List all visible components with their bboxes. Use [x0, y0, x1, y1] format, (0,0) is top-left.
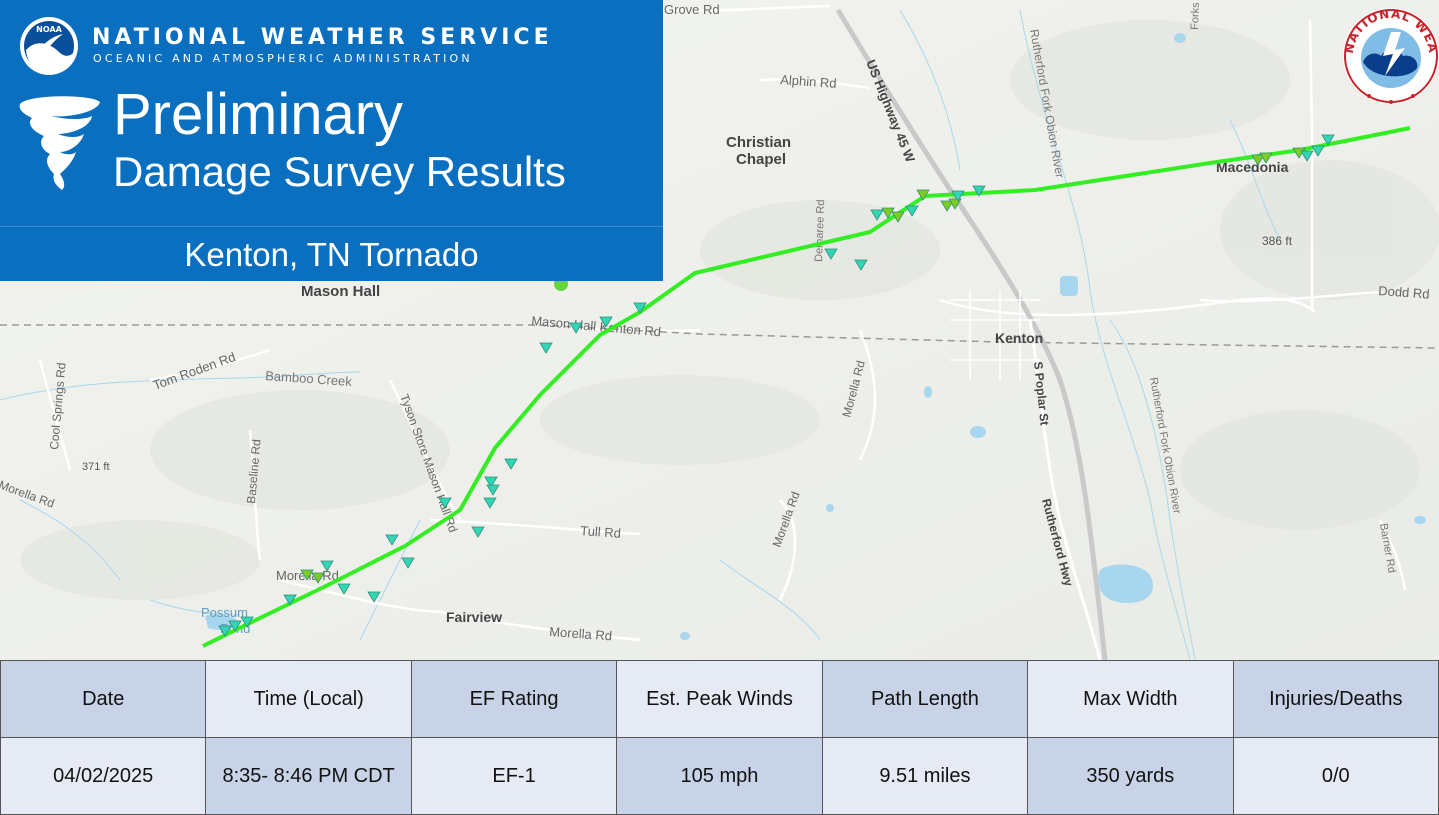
map-label: Tull Rd	[580, 523, 622, 541]
header-time: Time (Local)	[205, 660, 412, 738]
damage-marker-icon[interactable]	[539, 342, 553, 354]
damage-marker-icon[interactable]	[283, 594, 297, 606]
nws-seal-icon: NATIONAL WEATHER SERVICE	[1339, 0, 1439, 104]
value-peak-winds: 105 mph	[616, 737, 823, 815]
event-title: Kenton, TN Tornado	[184, 236, 479, 273]
value-ef-rating: EF-1	[410, 737, 618, 815]
damage-marker-icon[interactable]	[905, 205, 919, 217]
streams	[0, 9, 1281, 660]
survey-summary-table: Date Time (Local) EF Rating Est. Peak Wi…	[0, 660, 1439, 815]
map-label: Possum	[201, 605, 248, 620]
map-label: Kenton	[995, 330, 1043, 346]
value-path-length: 9.51 miles	[821, 737, 1029, 815]
damage-marker-icon[interactable]	[486, 484, 500, 496]
map-label: S Poplar St	[1031, 361, 1052, 426]
damage-marker-icon[interactable]	[483, 497, 497, 509]
map-label: Morella Rd	[549, 624, 613, 643]
damage-marker-icon[interactable]	[484, 476, 498, 488]
header-date: Date	[0, 660, 207, 738]
damage-marker-icon[interactable]	[1259, 152, 1273, 164]
map-label: Christian	[726, 134, 791, 151]
damage-marker-icon[interactable]	[1300, 150, 1314, 162]
damage-marker-icon[interactable]	[401, 557, 415, 569]
kenton-town-blocks	[950, 290, 1040, 380]
value-date: 04/02/2025	[0, 737, 207, 815]
damage-marker-icon[interactable]	[438, 497, 452, 509]
damage-marker-icon[interactable]	[824, 248, 838, 260]
damage-marker-icon[interactable]	[311, 572, 325, 584]
damage-marker-icon[interactable]	[367, 591, 381, 603]
damage-marker-icon[interactable]	[385, 534, 399, 546]
county-boundary	[0, 324, 1439, 349]
damage-marker-icon[interactable]	[1321, 134, 1335, 146]
header-max-width: Max Width	[1027, 660, 1234, 738]
map-label: Alphin Rd	[780, 72, 837, 91]
map-label: Macedonia	[1216, 159, 1289, 175]
damage-marker-icon[interactable]	[881, 207, 895, 219]
damage-marker-icon[interactable]	[940, 200, 954, 212]
event-banner: Kenton, TN Tornado	[0, 226, 663, 281]
damage-marker-icon[interactable]	[504, 458, 518, 470]
header-panel: NOAA NATIONAL WEATHER SERVICE OCEANIC AN…	[0, 0, 663, 226]
title-line-2: Damage Survey Results	[113, 148, 566, 195]
tornado-icon	[19, 96, 101, 190]
map-label: Mason Hall	[301, 283, 380, 300]
noaa-logo-icon: NOAA	[20, 17, 78, 75]
map-label: Chapel	[736, 151, 786, 168]
map-label: 371 ft	[82, 461, 110, 473]
noaa-logo-text: NOAA	[36, 25, 62, 34]
damage-marker-icon[interactable]	[569, 322, 583, 334]
agency-name: NATIONAL WEATHER SERVICE	[92, 25, 553, 50]
damage-marker-icon[interactable]	[300, 569, 314, 581]
damage-marker-icon[interactable]	[240, 616, 254, 628]
map-label: 386 ft	[1262, 234, 1293, 248]
damage-marker-icon[interactable]	[951, 190, 965, 202]
highway-45w	[835, 8, 1108, 660]
damage-marker-icon[interactable]	[337, 583, 351, 595]
map-label: Fairview	[446, 609, 502, 625]
header-ef-rating: EF Rating	[410, 660, 618, 738]
damage-marker-icon[interactable]	[870, 209, 884, 221]
damage-marker-icon[interactable]	[1251, 154, 1265, 166]
header-peak-winds: Est. Peak Winds	[616, 660, 823, 738]
map-label: Bamboo Creek	[265, 368, 353, 389]
summary-header-row: Date Time (Local) EF Rating Est. Peak Wi…	[0, 660, 1439, 738]
damage-marker-icon[interactable]	[916, 189, 930, 201]
value-time: 8:35- 8:46 PM CDT	[205, 737, 412, 815]
damage-marker-icon[interactable]	[1311, 145, 1325, 157]
header-path-length: Path Length	[821, 660, 1029, 738]
agency-subtitle: OCEANIC AND ATMOSPHERIC ADMINISTRATION	[93, 52, 473, 65]
map-label: Baseline Rd	[244, 439, 264, 505]
value-injuries-deaths: 0/0	[1232, 737, 1439, 815]
damage-marker-icon[interactable]	[972, 185, 986, 197]
damage-marker-icon[interactable]	[320, 560, 334, 572]
map-label: Forks River Rd	[1189, 0, 1204, 30]
header-injuries-deaths: Injuries/Deaths	[1232, 660, 1439, 738]
terrain-shading	[20, 20, 1439, 600]
map-label: Grove Rd	[664, 2, 720, 17]
value-max-width: 350 yards	[1027, 737, 1234, 815]
map-label: Dodd Rd	[1378, 283, 1430, 302]
tornado-track	[202, 126, 1411, 648]
summary-value-row: 04/02/2025 8:35- 8:46 PM CDT EF-1 105 mp…	[0, 737, 1439, 815]
damage-marker-icon[interactable]	[599, 316, 613, 328]
damage-marker-icon[interactable]	[218, 625, 232, 637]
damage-marker-icon[interactable]	[633, 302, 647, 314]
map-label: Demaree Rd	[813, 199, 827, 262]
damage-marker-icon[interactable]	[891, 211, 905, 223]
title-line-1: Preliminary	[113, 82, 404, 147]
damage-marker-icon[interactable]	[471, 526, 485, 538]
rutherford-hwy	[1028, 319, 1102, 660]
damage-marker-icon[interactable]	[228, 620, 242, 632]
damage-marker-icon[interactable]	[854, 259, 868, 271]
